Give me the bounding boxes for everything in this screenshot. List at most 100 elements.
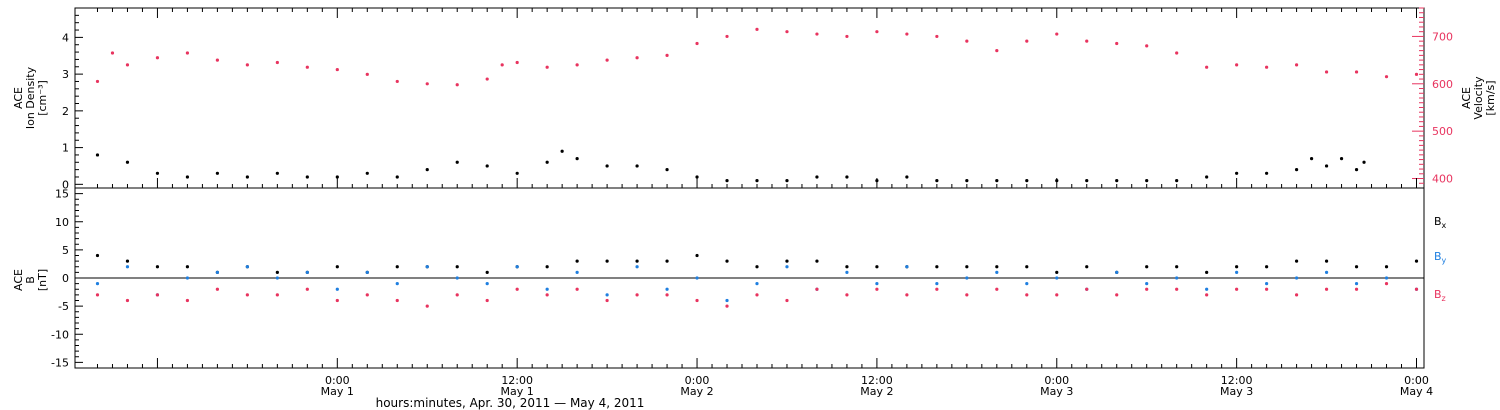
point-by xyxy=(215,270,219,274)
point-bz xyxy=(335,298,339,303)
density-point xyxy=(185,175,190,179)
point-bz xyxy=(755,293,759,297)
time-tick-label: 0:00 xyxy=(685,374,710,387)
point-bx xyxy=(755,265,759,269)
velocity-axis-ticks: 400 500 600 700 xyxy=(1412,7,1453,186)
point-bz xyxy=(95,293,100,297)
point-bz xyxy=(485,298,489,303)
point-bz xyxy=(1205,293,1209,297)
point-by xyxy=(455,276,459,280)
field-tick-label: 5 xyxy=(62,244,69,257)
density-tick-label: 3 xyxy=(62,68,69,81)
density-point xyxy=(815,175,819,179)
velocity-point xyxy=(965,39,969,43)
point-by xyxy=(995,270,999,274)
time-tick-label: 12:00 xyxy=(1221,374,1253,387)
point-bz xyxy=(425,304,429,308)
point-bx xyxy=(1175,265,1179,269)
point-by xyxy=(875,282,879,286)
velocity-point xyxy=(155,56,160,60)
point-by xyxy=(545,287,549,291)
velocity-tick-label: 400 xyxy=(1432,173,1453,186)
density-axis-label-quantity: Ion Density xyxy=(24,66,37,129)
point-bz xyxy=(395,298,399,303)
point-by xyxy=(485,282,489,286)
velocity-point xyxy=(365,72,369,76)
point-bz xyxy=(1115,293,1119,297)
density-point xyxy=(560,149,564,153)
ion-density-velocity-panel: 0 1 2 3 4 400 500 600 700 ACE Ion Density [cm⁻³… xyxy=(12,7,1497,191)
point-bx xyxy=(785,259,789,263)
point-bx xyxy=(1205,270,1209,274)
point-by xyxy=(1145,282,1149,286)
velocity-point xyxy=(665,53,669,57)
density-point xyxy=(755,179,759,183)
point-bz xyxy=(515,287,519,291)
density-point xyxy=(125,160,130,164)
density-point xyxy=(95,153,100,157)
density-point xyxy=(995,179,999,183)
density-point xyxy=(605,164,609,168)
point-bx xyxy=(695,253,699,258)
point-by xyxy=(695,276,699,280)
velocity-point xyxy=(485,77,489,81)
velocity-point xyxy=(335,67,339,72)
point-bz xyxy=(1414,287,1419,291)
field-tick-label: 15 xyxy=(55,188,69,201)
point-bx xyxy=(335,265,339,269)
point-by xyxy=(1205,287,1209,291)
time-tick-label: 12:00 xyxy=(861,374,893,387)
point-bz xyxy=(935,287,939,291)
point-bx xyxy=(545,265,549,269)
field-legend: Bx By Bz xyxy=(1434,215,1447,303)
density-point xyxy=(845,175,849,179)
point-bx xyxy=(875,265,879,269)
density-point xyxy=(155,171,160,175)
velocity-point xyxy=(1324,70,1329,74)
velocity-point xyxy=(1265,65,1269,69)
point-bx xyxy=(395,265,399,269)
point-bz xyxy=(995,287,999,291)
point-bz xyxy=(785,298,789,303)
density-point xyxy=(725,179,729,183)
density-point xyxy=(785,179,789,183)
velocity-point xyxy=(185,51,190,55)
point-bx xyxy=(95,253,100,258)
point-bx xyxy=(155,265,160,269)
point-by xyxy=(935,282,939,286)
density-point xyxy=(515,171,519,175)
velocity-tick-label: 700 xyxy=(1432,30,1453,43)
density-velocity-points xyxy=(95,27,1419,183)
point-bz xyxy=(605,298,609,303)
point-bx xyxy=(815,259,819,263)
velocity-point xyxy=(245,63,249,67)
point-bx xyxy=(1085,265,1089,269)
field-tick-label: -10 xyxy=(51,328,69,341)
point-bx xyxy=(1235,265,1239,269)
point-bx xyxy=(605,259,609,263)
point-bz xyxy=(1384,282,1389,286)
density-point xyxy=(365,171,369,175)
density-point xyxy=(965,179,969,183)
density-point xyxy=(1025,179,1029,183)
point-by xyxy=(1235,270,1239,274)
velocity-point xyxy=(395,79,399,84)
point-bz xyxy=(1025,293,1029,297)
velocity-point xyxy=(1055,32,1059,36)
field-tick-label: 0 xyxy=(62,272,69,285)
legend-subscript: x xyxy=(1442,221,1447,230)
field-tick-label: 10 xyxy=(55,216,69,229)
point-bz xyxy=(185,298,190,303)
point-bz xyxy=(275,293,279,297)
date-tick-label: May 3 xyxy=(1220,385,1253,398)
velocity-point xyxy=(1025,39,1029,43)
point-bx xyxy=(1384,265,1389,269)
point-by xyxy=(95,282,100,286)
point-bx xyxy=(845,265,849,269)
density-tick-label: 2 xyxy=(62,105,69,118)
point-bz xyxy=(365,293,369,297)
density-point xyxy=(1354,168,1359,172)
velocity-axis-label-instrument: ACE xyxy=(1460,87,1473,109)
velocity-point xyxy=(575,63,579,67)
